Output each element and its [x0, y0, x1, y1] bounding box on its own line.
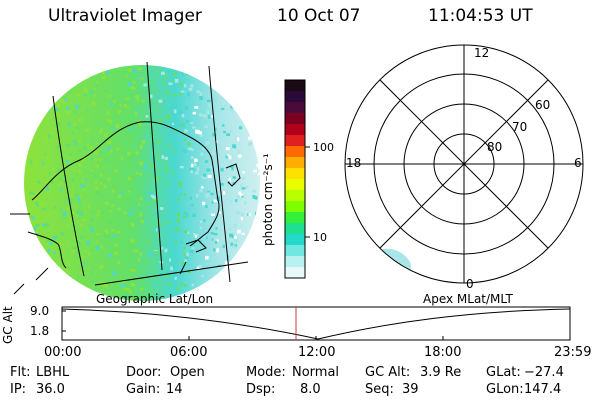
time-tick-0600: 06:00	[170, 345, 208, 360]
image-time: 11:04:53 UT	[428, 6, 533, 26]
mlt-label-6: 6	[574, 156, 582, 170]
colorbar-swatch	[285, 168, 305, 180]
status-dsp-key: Dsp:	[246, 382, 276, 397]
altitude-ylabel: GC Alt	[1, 306, 15, 344]
mlat-label-70: 70	[512, 120, 528, 134]
colorbar-swatch	[285, 190, 305, 202]
colorbar-swatch	[285, 80, 305, 92]
colorbar-swatch	[285, 113, 305, 125]
status-ip-value: 36.0	[36, 382, 65, 397]
auroral-image-disc	[24, 65, 260, 301]
status-door-key: Door:	[126, 365, 162, 380]
colorbar-swatch	[285, 157, 305, 169]
apex-coord-label: Apex MLat/MLT	[423, 292, 513, 306]
time-tick-1200: 12:00	[298, 345, 336, 360]
colorbar-swatch	[285, 234, 305, 246]
status-glat-value: −27.4	[524, 365, 564, 380]
instrument-title: Ultraviolet Imager	[48, 6, 202, 26]
coastline	[10, 121, 241, 295]
colorbar-swatch	[285, 146, 305, 158]
status-seq-value: 39	[402, 382, 419, 397]
time-tick-1800: 18:00	[424, 345, 462, 360]
colorbar-swatch	[285, 212, 305, 224]
colorbar-swatch	[285, 91, 305, 103]
status-door-value: Open	[170, 365, 205, 380]
colorbar-tick-100: 100	[313, 141, 334, 154]
colorbar-swatch	[285, 201, 305, 213]
colorbar-swatch	[285, 256, 305, 268]
mlat-label-60: 60	[535, 98, 551, 112]
colorbar-tick-10: 10	[313, 231, 327, 244]
altitude-ytick-1-8: 1.8	[30, 324, 50, 338]
colorbar-swatch	[285, 124, 305, 136]
mlt-label-12: 12	[474, 46, 490, 60]
status-dsp-value: 8.0	[300, 382, 321, 397]
status-mode-value: Normal	[292, 365, 340, 380]
status-glat-key: GLat:	[486, 365, 521, 380]
map-grid-lines	[52, 61, 249, 286]
status-seq-key: Seq:	[365, 382, 394, 397]
status-gcalt-value: 3.9 Re	[420, 365, 462, 380]
colorbar-swatch	[285, 102, 305, 114]
status-glon-key: GLon:	[486, 382, 524, 397]
status-gcalt-key: GC Alt:	[365, 365, 411, 380]
status-ip-key: IP:	[10, 382, 27, 397]
mlt-label-18: 18	[346, 156, 362, 170]
status-flt-value: LBHL	[36, 365, 70, 380]
time-tick-0000: 00:00	[44, 345, 82, 360]
geographic-coord-label: Geographic Lat/Lon	[96, 292, 214, 306]
altitude-curve	[61, 308, 571, 340]
colorbar-swatch	[285, 135, 305, 147]
colorbar-swatch	[285, 245, 305, 257]
status-mode-key: Mode:	[246, 365, 286, 380]
colorbar-swatch	[285, 179, 305, 191]
status-flt-key: Flt:	[10, 365, 31, 380]
image-date: 10 Oct 07	[277, 6, 361, 26]
status-gain-key: Gain:	[126, 382, 161, 397]
status-gain-value: 14	[166, 382, 183, 397]
time-tick-2359: 23:59	[554, 345, 592, 360]
altitude-ytick-9: 9.0	[30, 304, 50, 318]
colorbar-swatch	[285, 267, 305, 279]
colorbar-swatch	[285, 223, 305, 235]
status-glon-value: 147.4	[524, 382, 562, 397]
mlt-label-0: 0	[466, 277, 474, 291]
mlat-label-80: 80	[487, 140, 503, 154]
